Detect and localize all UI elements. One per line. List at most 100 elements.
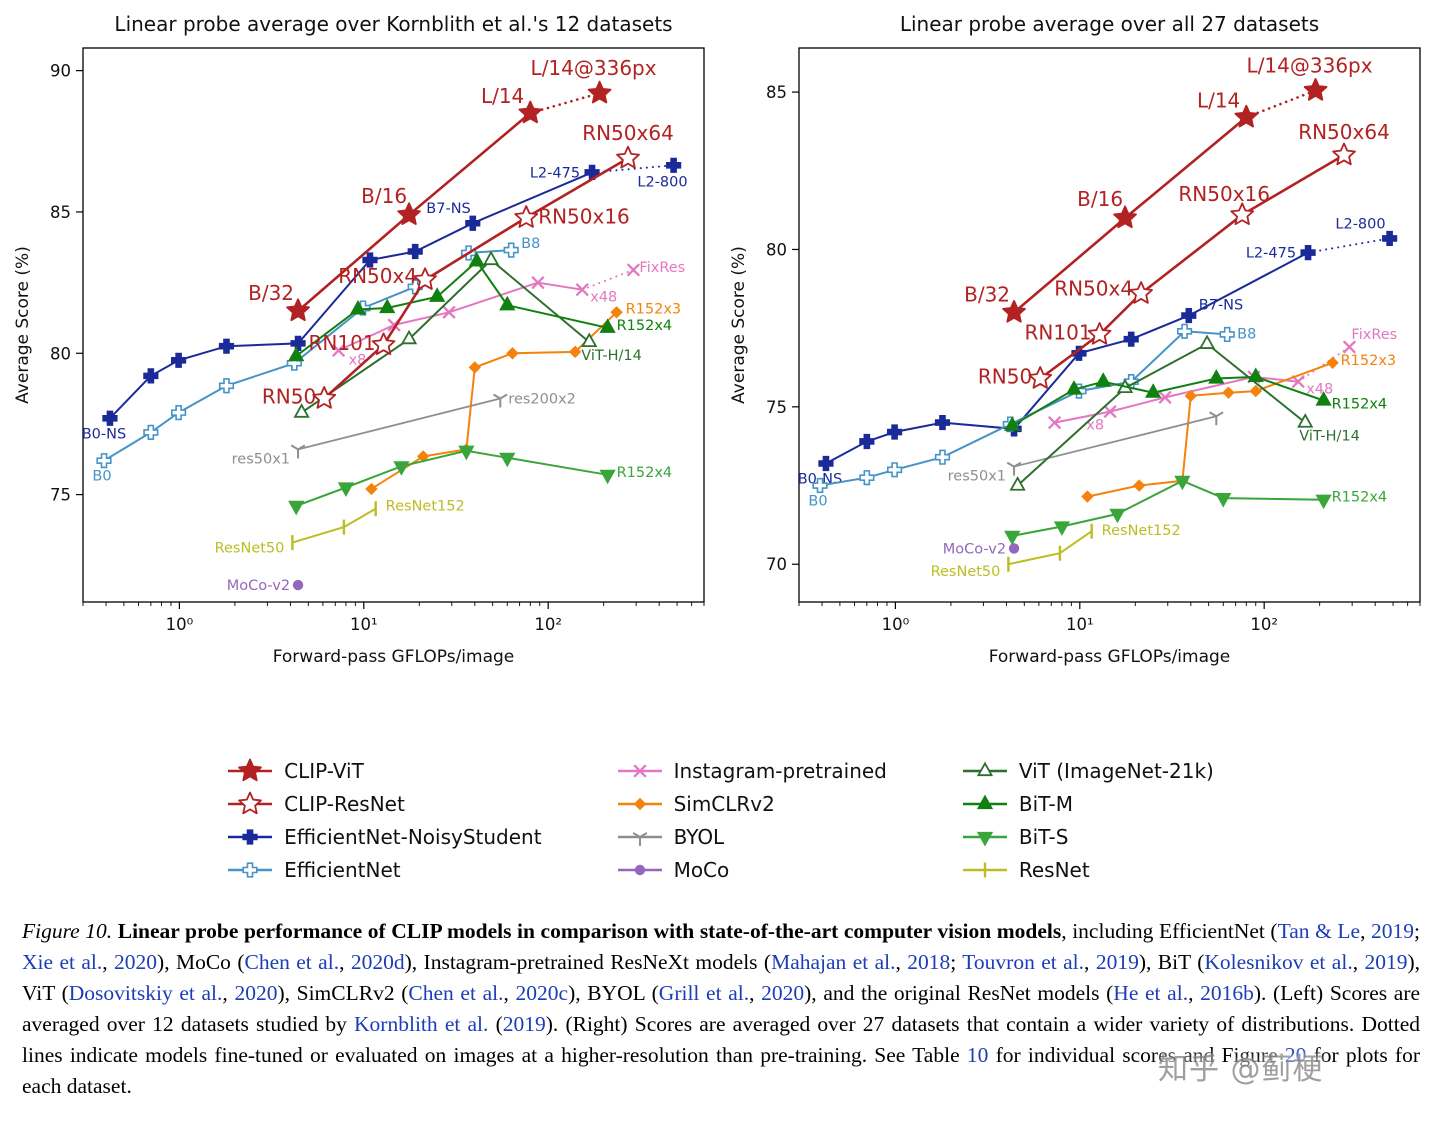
marker-x <box>632 763 647 778</box>
marker-triangle-up <box>976 794 994 809</box>
marker-circle <box>293 579 304 591</box>
marker-triangle-down <box>1053 521 1070 536</box>
citation-link[interactable]: 2020 <box>234 981 278 1005</box>
citation-link[interactable]: 2019 <box>502 1012 546 1036</box>
point-label: L/14@336px <box>1246 53 1372 77</box>
marker-thick-plus <box>171 352 187 368</box>
point-label: x8 <box>349 352 367 368</box>
citation-link[interactable]: Touvron et al. <box>962 950 1085 974</box>
chart-title: Linear probe average over all 27 dataset… <box>899 12 1318 36</box>
marker-diamond <box>417 450 430 463</box>
point-label: B0-NS <box>82 426 126 442</box>
citation-link[interactable]: Dosovitskiy et al. <box>68 981 223 1005</box>
point-label: B/16 <box>1077 187 1123 211</box>
caption-text: , <box>749 981 762 1005</box>
point-label: R152x4 <box>1331 397 1387 413</box>
citation-link[interactable]: 2018 <box>907 950 951 974</box>
citation-link[interactable]: 2020 <box>761 981 805 1005</box>
marker-triangle-up <box>1144 383 1161 398</box>
marker-triangle-down <box>393 461 410 476</box>
caption-text: ), BiT ( <box>1138 950 1205 974</box>
marker-triangle-down <box>458 445 475 461</box>
series-line-dotted <box>1296 346 1351 383</box>
marker-thick-plus <box>817 455 834 472</box>
citation-link[interactable]: 2020d <box>350 950 405 974</box>
citation-link[interactable]: 2019 <box>1371 919 1415 943</box>
caption-text: for plots for each dataset. <box>22 1043 1420 1098</box>
caption-text: Linear probe performance of CLIP models … <box>112 919 1062 943</box>
citation-link[interactable]: 10 <box>966 1043 989 1067</box>
citation-link[interactable]: Tan & Le <box>1277 919 1361 943</box>
caption-text: ( <box>488 1012 503 1036</box>
marker-star <box>286 298 311 322</box>
chart-left: Linear probe average over Kornblith et a… <box>9 6 715 668</box>
series-resnet: ResNet50 ResNet152 <box>930 523 1180 580</box>
caption-text: , <box>1360 919 1372 943</box>
marker-thick-plus <box>171 405 187 421</box>
citation-link[interactable]: 20 <box>1284 1043 1307 1067</box>
point-label: res50x1 <box>232 451 290 467</box>
legend-item-bit-s: BiT-S <box>961 820 1214 853</box>
caption-text: ), SimCLRv2 ( <box>277 981 409 1005</box>
citation-link[interactable]: 2020c <box>515 981 569 1005</box>
marker-triangle-down <box>976 831 994 846</box>
caption-text: for individual scores and Figure <box>988 1043 1285 1067</box>
marker-triangle-up <box>1003 416 1021 431</box>
tri-legend-icon <box>962 761 1007 776</box>
citation-link[interactable]: Chen et al. <box>408 981 504 1005</box>
marker-triangle-down <box>1108 508 1126 524</box>
marker-triangle-down <box>599 469 617 485</box>
caption-text: , <box>222 981 235 1005</box>
point-label: B0 <box>808 494 827 510</box>
marker-thick-plus <box>1180 307 1197 324</box>
marker-star <box>1230 202 1254 226</box>
series-moco: MoCo-v2 <box>942 541 1019 557</box>
caption-text: , including EfficientNet ( <box>1061 919 1278 943</box>
y1-legend-icon <box>617 831 662 846</box>
point-label: RN50x4 <box>1054 277 1133 301</box>
series-instagram: x8 x48 FixRes <box>1047 327 1397 434</box>
point-label: B/16 <box>361 184 407 208</box>
legend-label: BiT-M <box>1018 791 1074 816</box>
citation-link[interactable]: Xie et al. <box>22 950 103 974</box>
point-label: RN50 <box>262 384 316 408</box>
point-label: RN101 <box>1024 320 1091 344</box>
x-axis: 10⁰ 10¹ 10² <box>82 602 705 634</box>
marker-diamond <box>610 306 624 319</box>
caption-text: , <box>102 950 115 974</box>
citation-link[interactable]: He et al. <box>1113 981 1189 1005</box>
x-tick-label: 10¹ <box>1066 615 1094 634</box>
citation-link[interactable]: 2019 <box>1364 950 1408 974</box>
citation-link[interactable]: 2016b <box>1200 981 1254 1005</box>
citation-link[interactable]: Mahajan et al. <box>771 950 896 974</box>
point-label: L/14 <box>1197 88 1240 112</box>
chart-title: Linear probe average over Kornblith et a… <box>115 12 673 36</box>
citation-link[interactable]: Chen et al. <box>244 950 340 974</box>
y-tick-label: 75 <box>50 486 71 505</box>
citation-link[interactable]: Kolesnikov et al. <box>1204 950 1353 974</box>
point-label: ResNet50 <box>930 564 1000 580</box>
marker-thick-plus <box>219 378 235 394</box>
marker-thick-plus <box>219 338 235 354</box>
caption-text: ). (Left) Scores are averaged over 12 da… <box>22 981 1421 1036</box>
marker-star <box>1128 281 1153 304</box>
citation-link[interactable]: 2020 <box>114 950 158 974</box>
marker-triangle-up <box>599 318 617 333</box>
marker-diamond <box>1132 479 1146 492</box>
point-label: L2-475 <box>1246 246 1296 262</box>
marker-star <box>1303 78 1328 101</box>
caption-text: ; <box>1414 919 1421 943</box>
marker-triangle-up <box>293 403 311 418</box>
marker-star <box>1112 205 1137 229</box>
point-label: B/32 <box>964 282 1010 306</box>
legend-item-efficientnet-noisystudent: EfficientNet-NoisyStudent <box>226 820 542 853</box>
marker-triangle-up <box>429 287 446 302</box>
citation-link[interactable]: Kornblith et al. <box>354 1012 489 1036</box>
citation-link[interactable]: 2019 <box>1095 950 1139 974</box>
series-bit-s: R152x4 <box>288 445 672 516</box>
marker-thick-plus <box>934 449 950 465</box>
point-label: x48 <box>591 290 618 306</box>
citation-link[interactable]: Grill et al. <box>658 981 750 1005</box>
marker-star <box>1001 300 1026 323</box>
marker-diamond <box>468 361 482 374</box>
